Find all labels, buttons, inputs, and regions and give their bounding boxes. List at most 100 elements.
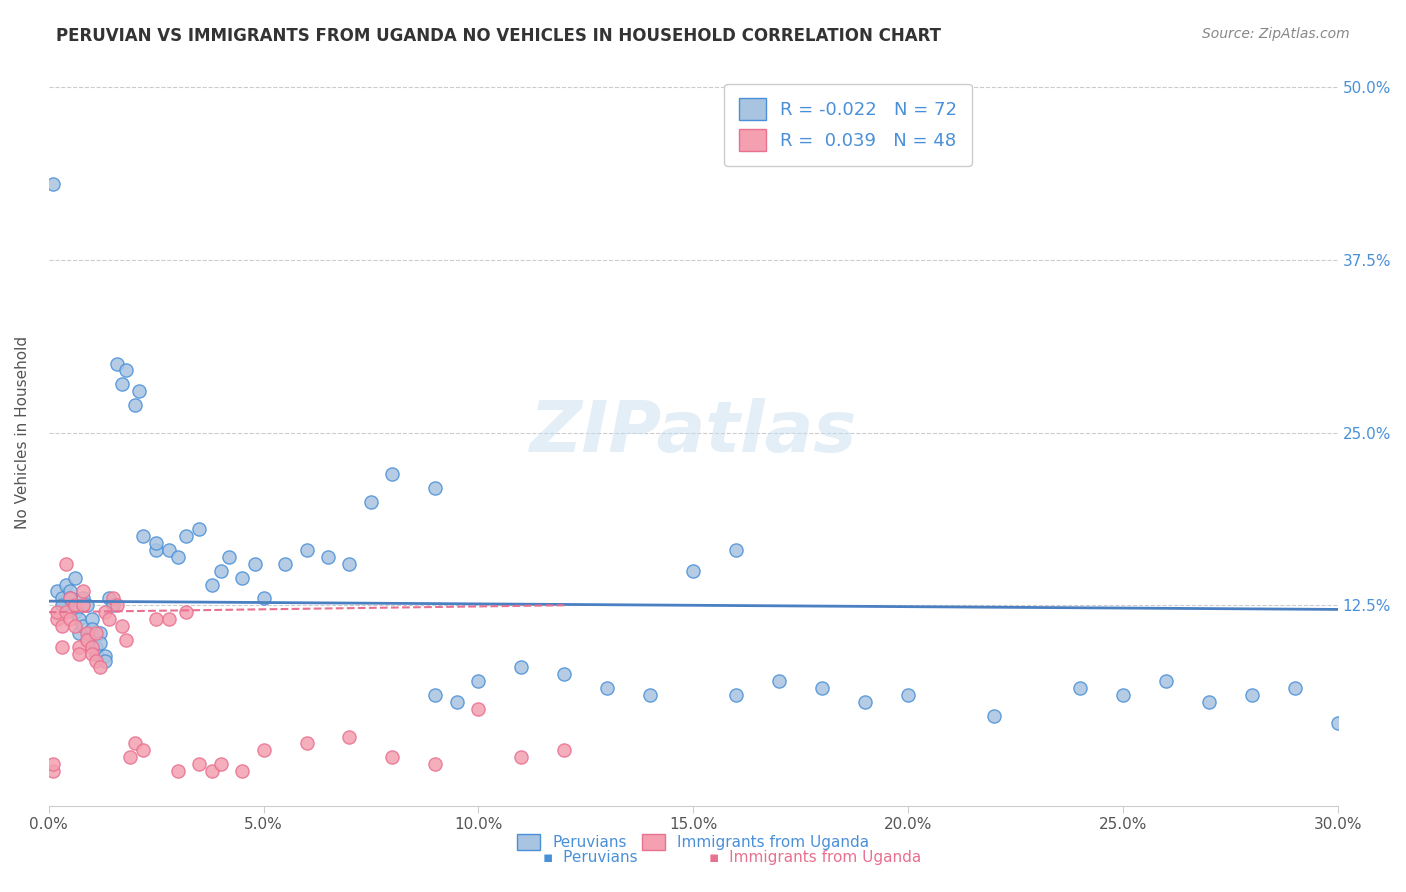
Point — [51, 619, 73, 633]
Point — [339, 730, 361, 744]
Point — [76, 626, 98, 640]
Point — [67, 647, 90, 661]
Point — [1284, 681, 1306, 695]
Point — [55, 557, 77, 571]
Point — [84, 640, 107, 654]
Point — [59, 591, 82, 606]
Point — [174, 529, 197, 543]
Point — [67, 612, 90, 626]
Point — [89, 626, 111, 640]
Point — [103, 599, 125, 613]
Point — [166, 549, 188, 564]
Point — [295, 736, 318, 750]
Point — [51, 591, 73, 606]
Point — [42, 177, 65, 191]
Point — [853, 695, 876, 709]
Point — [124, 398, 146, 412]
Point — [295, 543, 318, 558]
Point — [201, 764, 224, 778]
Point — [446, 695, 468, 709]
Point — [103, 591, 125, 606]
Point — [360, 494, 382, 508]
Point — [80, 647, 103, 661]
Text: Source: ZipAtlas.com: Source: ZipAtlas.com — [1202, 27, 1350, 41]
Point — [209, 564, 232, 578]
Point — [42, 764, 65, 778]
Point — [115, 632, 138, 647]
Point — [201, 577, 224, 591]
Point — [209, 757, 232, 772]
Point — [553, 743, 575, 757]
Point — [339, 557, 361, 571]
Point — [63, 571, 86, 585]
Point — [93, 605, 115, 619]
Point — [157, 612, 180, 626]
Point — [107, 357, 129, 371]
Point — [425, 757, 447, 772]
Point — [80, 640, 103, 654]
Point — [55, 577, 77, 591]
Point — [115, 363, 138, 377]
Point — [93, 649, 115, 664]
Point — [63, 619, 86, 633]
Point — [132, 529, 155, 543]
Point — [983, 708, 1005, 723]
Point — [274, 557, 297, 571]
Point — [120, 750, 142, 764]
Point — [1069, 681, 1091, 695]
Point — [768, 674, 790, 689]
Point — [725, 688, 748, 702]
Point — [97, 591, 120, 606]
Point — [51, 599, 73, 613]
Point — [80, 612, 103, 626]
Point — [59, 591, 82, 606]
Text: ▪  Immigrants from Uganda: ▪ Immigrants from Uganda — [710, 850, 921, 865]
Point — [467, 702, 489, 716]
Point — [1112, 688, 1135, 702]
Point — [231, 764, 253, 778]
Point — [145, 536, 167, 550]
Point — [46, 584, 69, 599]
Point — [93, 654, 115, 668]
Point — [1326, 715, 1348, 730]
Point — [252, 591, 274, 606]
Point — [51, 640, 73, 654]
Point — [252, 743, 274, 757]
Point — [638, 688, 661, 702]
Point — [811, 681, 834, 695]
Point — [67, 626, 90, 640]
Point — [84, 626, 107, 640]
Point — [425, 688, 447, 702]
Point — [467, 674, 489, 689]
Point — [128, 384, 150, 399]
Point — [72, 619, 94, 633]
Point — [59, 584, 82, 599]
Point — [76, 599, 98, 613]
Text: ZIPatlas: ZIPatlas — [530, 398, 856, 467]
Point — [63, 605, 86, 619]
Point — [72, 591, 94, 606]
Point — [596, 681, 619, 695]
Text: ▪  Peruvians: ▪ Peruvians — [543, 850, 638, 865]
Point — [80, 622, 103, 636]
Point — [231, 571, 253, 585]
Text: PERUVIAN VS IMMIGRANTS FROM UGANDA NO VEHICLES IN HOUSEHOLD CORRELATION CHART: PERUVIAN VS IMMIGRANTS FROM UGANDA NO VE… — [56, 27, 941, 45]
Point — [76, 632, 98, 647]
Point — [174, 605, 197, 619]
Point — [89, 635, 111, 649]
Point — [316, 549, 339, 564]
Point — [188, 522, 211, 536]
Point — [510, 750, 533, 764]
Point — [111, 377, 134, 392]
Point — [381, 467, 404, 481]
Point — [218, 549, 240, 564]
Point — [243, 557, 266, 571]
Point — [425, 481, 447, 495]
Point — [188, 757, 211, 772]
Point — [1198, 695, 1220, 709]
Point — [46, 612, 69, 626]
Point — [1154, 674, 1177, 689]
Point — [63, 599, 86, 613]
Point — [682, 564, 704, 578]
Point — [145, 543, 167, 558]
